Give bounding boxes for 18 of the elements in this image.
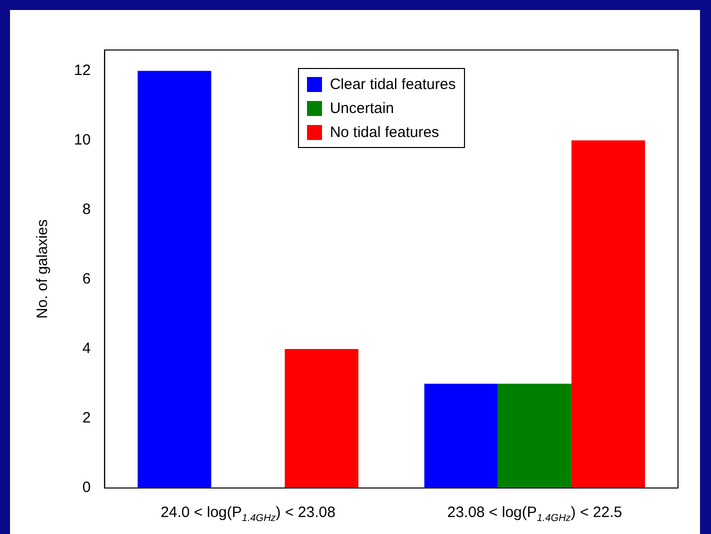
legend-label: Clear tidal features [330,76,456,92]
legend-label: No tidal features [330,124,440,140]
y-tick-label: 12 [74,62,91,79]
y-tick-label: 6 [82,270,91,288]
y-tick-label: 4 [82,340,91,358]
legend-label: Uncertain [330,100,394,116]
y-axis-title: No. of galaxies [34,219,52,319]
y-tick-label: 10 [74,132,91,149]
y-tick-label: 2 [82,410,91,427]
bar [138,70,212,488]
y-tick-label: 8 [82,201,91,218]
bar [284,348,358,488]
y-tick-label: 0 [82,479,91,496]
bar [424,384,498,488]
x-tick-label: 24.0 < log(P$_{1.4GHz}$) < 23.08 [160,504,336,524]
x-tick-label: 23.08 < log(P$_{1.4GHz}$) < 22.5 [447,504,622,524]
bar [498,384,572,488]
bar [571,140,646,488]
